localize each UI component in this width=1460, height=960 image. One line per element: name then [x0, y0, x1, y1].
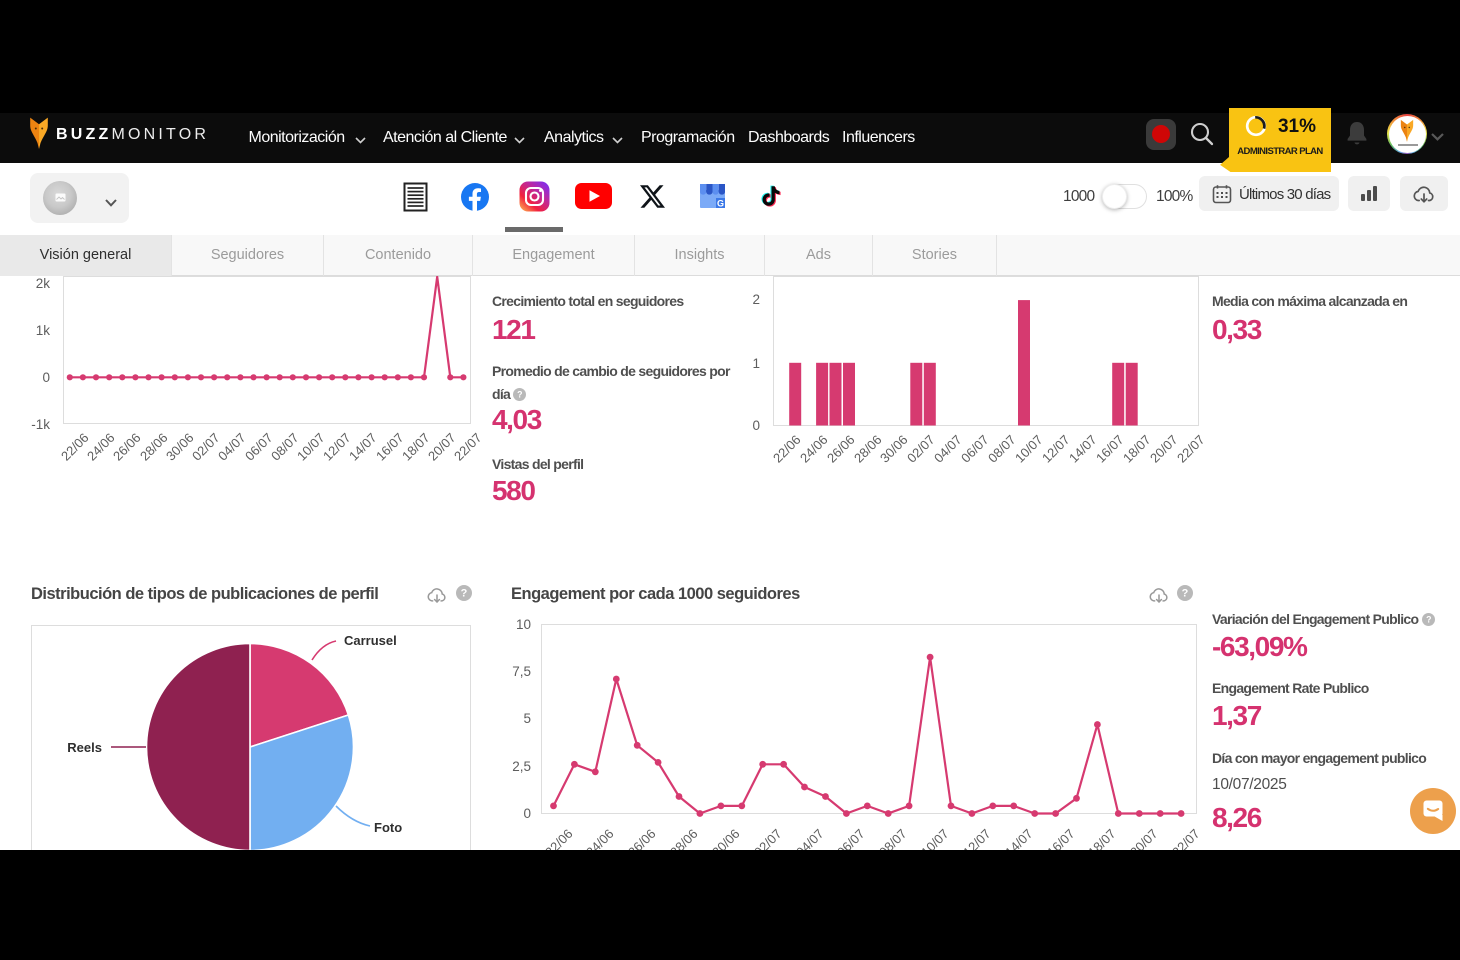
svg-text:?: ?	[1182, 588, 1189, 600]
svg-text:?: ?	[1426, 614, 1431, 624]
svg-text:?: ?	[517, 389, 522, 399]
svg-text:?: ?	[461, 588, 468, 600]
svg-text:G: G	[717, 199, 724, 209]
